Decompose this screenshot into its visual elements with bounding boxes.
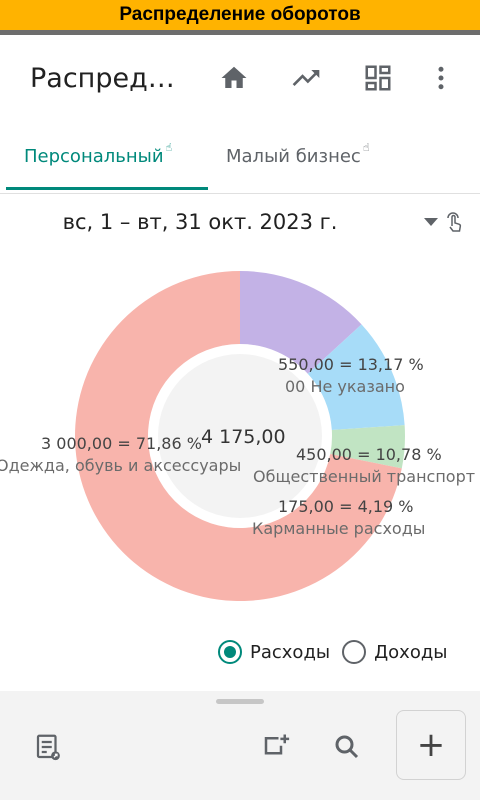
slice-value-label: 550,00 = 13,17 % [278,355,424,374]
search-icon[interactable] [331,731,363,763]
trending-up-icon[interactable] [289,61,323,95]
distribution-chart: 4 175,00 3 000,00 = 71,86 % Одежда, обув… [0,254,480,691]
slice-name-label: 00 Не указано [285,377,405,396]
donut-hole [158,354,322,518]
tab-small-business-label: Малый бизнес [226,146,361,167]
touch-icon[interactable] [444,212,464,238]
slice-value-label: 3 000,00 = 71,86 % [41,434,202,453]
bottom-bar: + [0,691,480,800]
donut-slice[interactable] [240,271,362,374]
slice-name-label: Карманные расходы [252,519,426,538]
total-value: 4 175,00 [201,426,286,448]
type-selector: Расходы Доходы [218,640,460,664]
page-title: Распред… [30,63,175,94]
touch-icon: ☝ [165,141,173,154]
slice-name-label: Общественный транспорт [253,467,476,486]
tab-personal-label: Персональный [24,146,164,167]
slice-value-label: 450,00 = 10,78 % [296,445,442,464]
report-icon[interactable] [32,731,64,763]
banner-title: Распределение оборотов [119,4,361,25]
donut-slice[interactable] [75,271,402,601]
dashboard-icon[interactable] [361,61,395,95]
donut-slice[interactable] [330,425,405,469]
radio-expenses-label: Расходы [250,641,331,663]
add-button[interactable]: + [396,710,466,780]
radio-income[interactable]: Доходы [342,640,448,664]
app-banner: Распределение оборотов [0,0,480,35]
tab-small-business[interactable]: Малый бизнес ☝ [226,141,370,167]
slice-name-label: Одежда, обувь и аксессуары [0,456,242,475]
radio-expenses[interactable]: Расходы [218,640,330,664]
radio-income-label: Доходы [374,641,448,663]
tab-bar: Персональный ☝ Малый бизнес ☝ [0,123,480,193]
radio-unchecked-icon[interactable] [342,640,367,664]
home-icon[interactable] [217,61,251,95]
slice-value-label: 175,00 = 4,19 % [278,497,414,516]
tab-indicator [6,187,208,190]
dropdown-arrow-icon[interactable] [424,218,438,226]
more-vert-icon[interactable] [424,61,458,95]
app-bar: Распред… [0,35,480,123]
date-range-label: вс, 1 – вт, 31 окт. 2023 г. [62,210,338,234]
donut-slice[interactable] [307,324,405,430]
add-box-icon[interactable] [260,731,292,763]
touch-icon: ☝ [362,141,370,154]
date-range-selector[interactable]: вс, 1 – вт, 31 окт. 2023 г. [0,193,480,255]
tab-personal[interactable]: Персональный ☝ [24,141,172,167]
radio-checked-icon[interactable] [218,640,242,664]
donut-chart [75,271,405,601]
drag-handle[interactable] [216,699,264,704]
